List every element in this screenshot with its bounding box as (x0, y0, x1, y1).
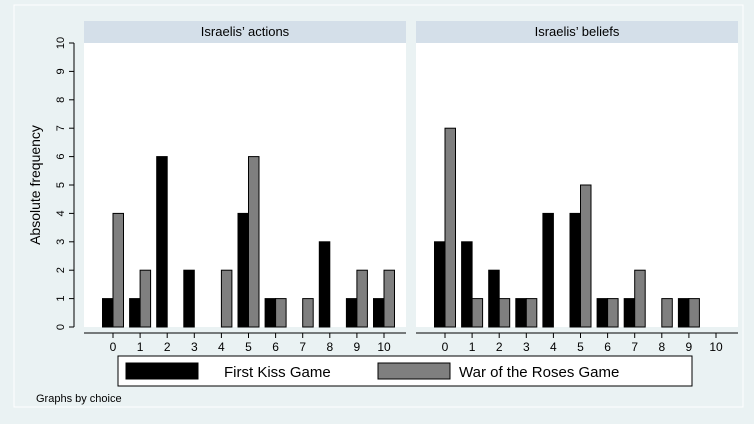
bar-first-kiss (373, 298, 385, 328)
y-tick-label: 6 (55, 154, 67, 160)
bar-war-of-roses (688, 298, 700, 328)
bar-first-kiss (264, 298, 277, 328)
x-tick-label: 7 (631, 340, 638, 354)
x-tick-label: 5 (245, 340, 252, 354)
y-tick-label: 5 (55, 182, 67, 188)
x-tick-label: 1 (469, 340, 476, 354)
legend-label-war-of-roses: War of the Roses Game (459, 364, 619, 381)
bar-war-of-roses (248, 156, 260, 328)
panel-title-strip (416, 21, 738, 43)
x-tick-label: 0 (442, 340, 449, 354)
x-tick-label: 5 (577, 340, 584, 354)
x-tick-label: 10 (709, 340, 723, 354)
legend-label-first-kiss: First Kiss Game (224, 364, 331, 381)
x-tick-label: 8 (326, 340, 333, 354)
panel-title: Israelis’ beliefs (535, 24, 620, 39)
y-tick-label: 1 (55, 296, 67, 302)
bar-war-of-roses (607, 298, 619, 328)
bar-first-kiss (677, 298, 690, 328)
panel-title: Israelis’ actions (201, 24, 290, 39)
bar-war-of-roses (275, 298, 287, 328)
x-tick-label: 9 (686, 340, 693, 354)
x-tick-label: 2 (496, 340, 503, 354)
y-tick-label: 10 (55, 37, 67, 49)
bar-first-kiss (434, 241, 446, 328)
y-tick-label: 9 (55, 68, 67, 74)
bar-first-kiss (183, 269, 195, 328)
bar-war-of-roses (220, 269, 233, 328)
y-tick-label: 3 (55, 239, 67, 245)
bar-first-kiss (569, 212, 581, 328)
bar-war-of-roses (139, 269, 152, 328)
x-tick-label: 6 (272, 340, 279, 354)
y-tick-label: 7 (55, 125, 67, 131)
x-tick-label: 2 (164, 340, 171, 354)
x-tick-label: 6 (604, 340, 611, 354)
bar-first-kiss (318, 241, 331, 328)
x-tick-label: 10 (377, 340, 391, 354)
bar-war-of-roses (498, 298, 511, 328)
y-tick-label: 2 (55, 267, 67, 273)
bar-war-of-roses (112, 212, 124, 328)
bar-first-kiss (102, 298, 114, 328)
bar-war-of-roses (356, 269, 368, 328)
bar-war-of-roses (471, 298, 484, 328)
x-tick-label: 4 (550, 340, 557, 354)
y-axis-title: Absolute frequency (27, 125, 43, 245)
outer-frame (13, 4, 744, 408)
x-tick-label: 9 (354, 340, 361, 354)
bar-war-of-roses (444, 127, 456, 328)
y-tick-label: 0 (55, 324, 67, 330)
y-tick-label: 4 (55, 210, 67, 216)
x-tick-label: 4 (218, 340, 225, 354)
bar-war-of-roses (302, 298, 314, 328)
bar-war-of-roses (661, 298, 673, 328)
bar-first-kiss (129, 298, 141, 328)
x-tick-label: 0 (110, 340, 117, 354)
bar-first-kiss (488, 269, 500, 328)
bar-war-of-roses (580, 184, 592, 328)
bar-war-of-roses (634, 269, 646, 328)
panel-title-strip (84, 21, 406, 43)
bar-first-kiss (156, 156, 168, 328)
x-tick-label: 7 (299, 340, 306, 354)
bar-war-of-roses (525, 298, 538, 328)
x-tick-label: 8 (658, 340, 665, 354)
legend-swatch-war-of-roses (377, 362, 451, 380)
bar-first-kiss (515, 298, 527, 328)
bar-first-kiss (596, 298, 609, 328)
graphs-note: Graphs by choice (36, 393, 122, 405)
bar-war-of-roses (383, 269, 395, 328)
bar-first-kiss (461, 241, 473, 328)
bar-first-kiss (623, 298, 636, 328)
x-tick-label: 3 (191, 340, 198, 354)
legend-swatch-first-kiss (125, 362, 199, 380)
bar-first-kiss (542, 212, 554, 328)
x-tick-label: 3 (523, 340, 530, 354)
y-tick-label: 8 (55, 97, 67, 103)
x-tick-label: 1 (137, 340, 144, 354)
bar-first-kiss (345, 298, 358, 328)
bar-first-kiss (237, 212, 249, 328)
